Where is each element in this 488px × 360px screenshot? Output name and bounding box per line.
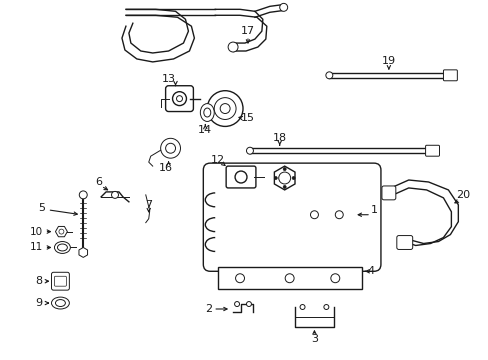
Text: 2: 2 [204, 304, 211, 314]
FancyBboxPatch shape [225, 166, 255, 188]
Circle shape [234, 302, 239, 306]
Circle shape [59, 229, 64, 234]
Ellipse shape [54, 242, 70, 253]
FancyBboxPatch shape [443, 70, 456, 81]
FancyBboxPatch shape [165, 86, 193, 112]
Circle shape [79, 191, 87, 199]
Text: 7: 7 [145, 200, 152, 210]
Text: 10: 10 [30, 226, 43, 237]
Circle shape [214, 98, 236, 120]
Circle shape [235, 274, 244, 283]
Circle shape [310, 211, 318, 219]
Circle shape [285, 274, 293, 283]
Text: 8: 8 [35, 276, 42, 286]
Circle shape [235, 171, 246, 183]
Text: 11: 11 [30, 243, 43, 252]
Text: 9: 9 [35, 298, 42, 308]
Text: 17: 17 [241, 26, 255, 36]
Circle shape [176, 96, 182, 102]
Text: 4: 4 [366, 266, 374, 276]
Text: 5: 5 [38, 203, 45, 213]
Text: 3: 3 [310, 334, 317, 344]
Text: 19: 19 [381, 56, 395, 66]
Circle shape [220, 104, 230, 113]
FancyBboxPatch shape [203, 163, 380, 271]
Circle shape [278, 172, 290, 184]
Ellipse shape [57, 244, 67, 251]
Text: 1: 1 [370, 205, 377, 215]
Circle shape [111, 192, 118, 198]
Ellipse shape [200, 104, 214, 121]
Circle shape [283, 168, 285, 171]
Circle shape [325, 72, 332, 79]
Circle shape [300, 305, 305, 310]
FancyBboxPatch shape [381, 186, 395, 200]
Ellipse shape [51, 297, 69, 309]
FancyBboxPatch shape [51, 272, 69, 290]
Circle shape [172, 92, 186, 105]
Circle shape [274, 176, 277, 180]
Circle shape [330, 274, 339, 283]
FancyBboxPatch shape [396, 235, 412, 249]
Circle shape [246, 147, 253, 154]
Text: 15: 15 [241, 113, 254, 123]
Text: 16: 16 [158, 163, 172, 173]
Circle shape [335, 211, 343, 219]
Ellipse shape [203, 108, 210, 117]
Circle shape [323, 305, 328, 310]
Ellipse shape [55, 300, 65, 306]
Text: 20: 20 [455, 190, 469, 200]
FancyBboxPatch shape [425, 145, 439, 156]
Text: 13: 13 [161, 74, 175, 84]
Circle shape [279, 3, 287, 11]
Bar [218, 267, 361, 289]
Circle shape [165, 143, 175, 153]
FancyBboxPatch shape [54, 276, 66, 286]
Circle shape [291, 176, 294, 180]
Circle shape [207, 91, 243, 126]
Text: 18: 18 [272, 133, 286, 143]
Text: 14: 14 [198, 125, 212, 135]
Circle shape [246, 302, 251, 306]
Text: 12: 12 [211, 155, 225, 165]
Circle shape [283, 185, 285, 188]
Circle shape [228, 42, 238, 52]
Text: 6: 6 [96, 177, 102, 187]
Circle shape [161, 138, 180, 158]
